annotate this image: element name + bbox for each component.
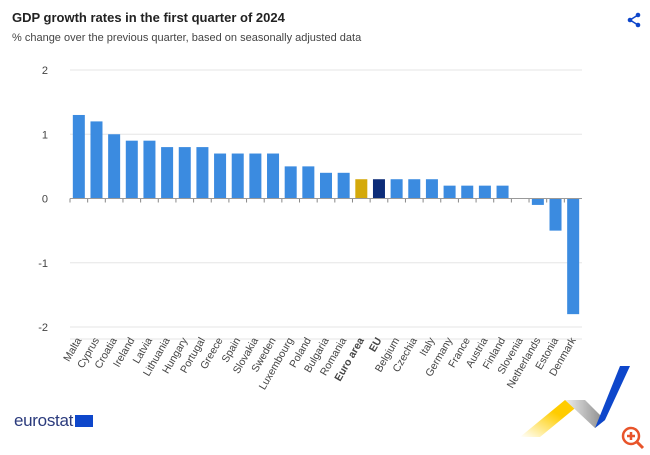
bar-portugal bbox=[196, 147, 209, 199]
zoom-in-icon[interactable] bbox=[620, 425, 646, 451]
y-tick-label: 1 bbox=[42, 129, 48, 141]
chart-subtitle: % change over the previous quarter, base… bbox=[12, 32, 362, 44]
logo-text: eurostat bbox=[14, 411, 74, 430]
bar-cyprus bbox=[90, 121, 103, 199]
bar-malta bbox=[72, 114, 85, 199]
bar-slovakia bbox=[249, 153, 262, 199]
y-tick-label: 0 bbox=[42, 194, 48, 206]
bar-czechia bbox=[408, 179, 421, 199]
bar-italy bbox=[425, 179, 438, 199]
bar-bulgaria bbox=[319, 172, 333, 199]
bar-hungary bbox=[178, 147, 191, 199]
bar-spain bbox=[231, 153, 244, 199]
bar-netherlands bbox=[531, 198, 544, 205]
bar-croatia bbox=[108, 134, 121, 199]
bar-sweden bbox=[267, 153, 280, 199]
bar-belgium bbox=[390, 179, 403, 199]
eurostat-logo: eurostat bbox=[14, 411, 94, 431]
bar-denmark bbox=[567, 198, 580, 315]
bar-austria bbox=[478, 185, 491, 199]
bar-ireland bbox=[125, 140, 138, 199]
decorative-swoosh-icon bbox=[520, 366, 630, 437]
share-icon[interactable] bbox=[624, 10, 644, 30]
eu-flag-icon bbox=[75, 414, 94, 427]
bar-romania bbox=[337, 172, 350, 199]
bar-france bbox=[461, 185, 474, 199]
bar-eu bbox=[372, 179, 385, 199]
bar-estonia bbox=[549, 198, 562, 231]
y-tick-label: -2 bbox=[38, 322, 48, 334]
chart-title: GDP growth rates in the first quarter of… bbox=[12, 10, 285, 25]
y-tick-label: -1 bbox=[38, 258, 48, 270]
bar-latvia bbox=[143, 140, 156, 199]
bar-germany bbox=[443, 185, 456, 199]
y-tick-label: 2 bbox=[42, 65, 48, 77]
bar-finland bbox=[496, 185, 509, 199]
bar-greece bbox=[214, 153, 227, 199]
bar-euro-area bbox=[355, 179, 368, 199]
bar-poland bbox=[302, 166, 315, 199]
bar-lithuania bbox=[161, 147, 174, 199]
bar-luxembourg bbox=[284, 166, 297, 199]
